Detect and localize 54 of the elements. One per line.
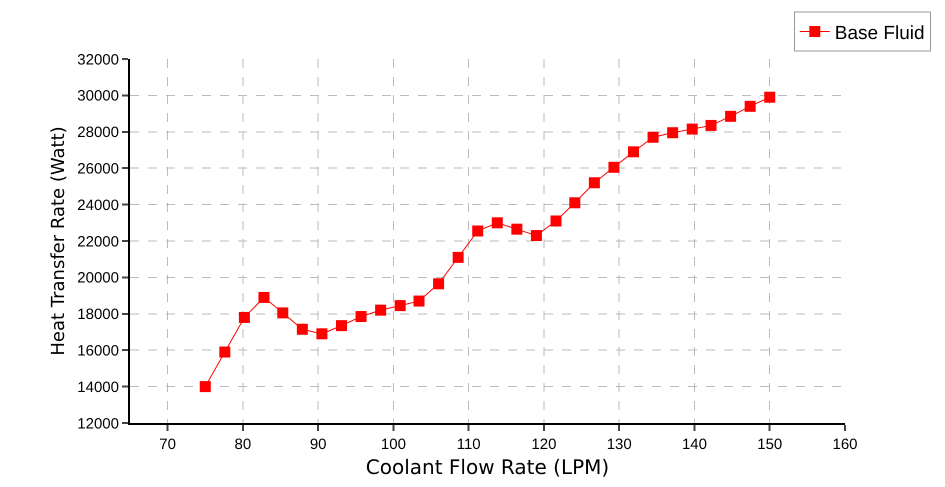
point bbox=[706, 120, 717, 131]
point bbox=[375, 304, 386, 316]
x-tick-label: 80 bbox=[234, 436, 252, 453]
point bbox=[452, 252, 464, 263]
y-tick-label: 22000 bbox=[77, 233, 119, 250]
point bbox=[725, 110, 736, 122]
point bbox=[316, 328, 328, 340]
y-tick-label: 28000 bbox=[77, 124, 119, 142]
y-tick-label: 14000 bbox=[77, 378, 119, 396]
point bbox=[356, 311, 367, 322]
point bbox=[296, 324, 308, 335]
point bbox=[238, 312, 250, 323]
y-tick-label: 26000 bbox=[77, 160, 119, 178]
x-tick-label: 70 bbox=[159, 436, 176, 453]
point bbox=[258, 292, 270, 303]
point bbox=[414, 296, 425, 307]
point bbox=[764, 92, 776, 103]
point bbox=[336, 320, 347, 332]
point bbox=[277, 307, 288, 318]
x-tick-label: 120 bbox=[531, 436, 556, 453]
point bbox=[648, 132, 659, 143]
point bbox=[628, 146, 640, 158]
point bbox=[686, 124, 698, 135]
y-tick-label: 18000 bbox=[77, 306, 119, 324]
x-tick-label: 100 bbox=[380, 436, 406, 453]
y-tick-label: 24000 bbox=[77, 196, 119, 214]
x-tick-label: 160 bbox=[832, 436, 858, 453]
point bbox=[394, 300, 406, 312]
y-tick-label: 16000 bbox=[77, 342, 119, 360]
point bbox=[492, 217, 503, 228]
y-tick-label: 32000 bbox=[77, 51, 119, 68]
point bbox=[744, 100, 756, 112]
point bbox=[667, 127, 678, 138]
point bbox=[569, 197, 580, 208]
point bbox=[472, 225, 484, 236]
point bbox=[550, 215, 562, 226]
x-tick-label: 150 bbox=[757, 436, 782, 453]
y-tick-label: 30000 bbox=[77, 88, 119, 105]
point bbox=[530, 230, 542, 242]
y-tick-label: 12000 bbox=[77, 415, 119, 432]
point bbox=[219, 346, 230, 358]
x-tick-label: 90 bbox=[310, 436, 327, 453]
x-tick-label: 140 bbox=[682, 436, 707, 453]
x-tick-label: 130 bbox=[606, 436, 632, 453]
point bbox=[433, 278, 444, 290]
y-axis-title: Heat Transfer Rate (Watt) bbox=[48, 126, 69, 356]
x-tick-label: 110 bbox=[456, 436, 481, 453]
legend-label: Base Fluid bbox=[834, 22, 925, 44]
point bbox=[608, 162, 620, 173]
x-axis-title: Coolant Flow Rate (LPM) bbox=[366, 455, 610, 479]
point bbox=[511, 224, 522, 235]
point bbox=[588, 177, 600, 188]
y-tick-label: 20000 bbox=[77, 270, 119, 287]
point bbox=[200, 381, 211, 392]
